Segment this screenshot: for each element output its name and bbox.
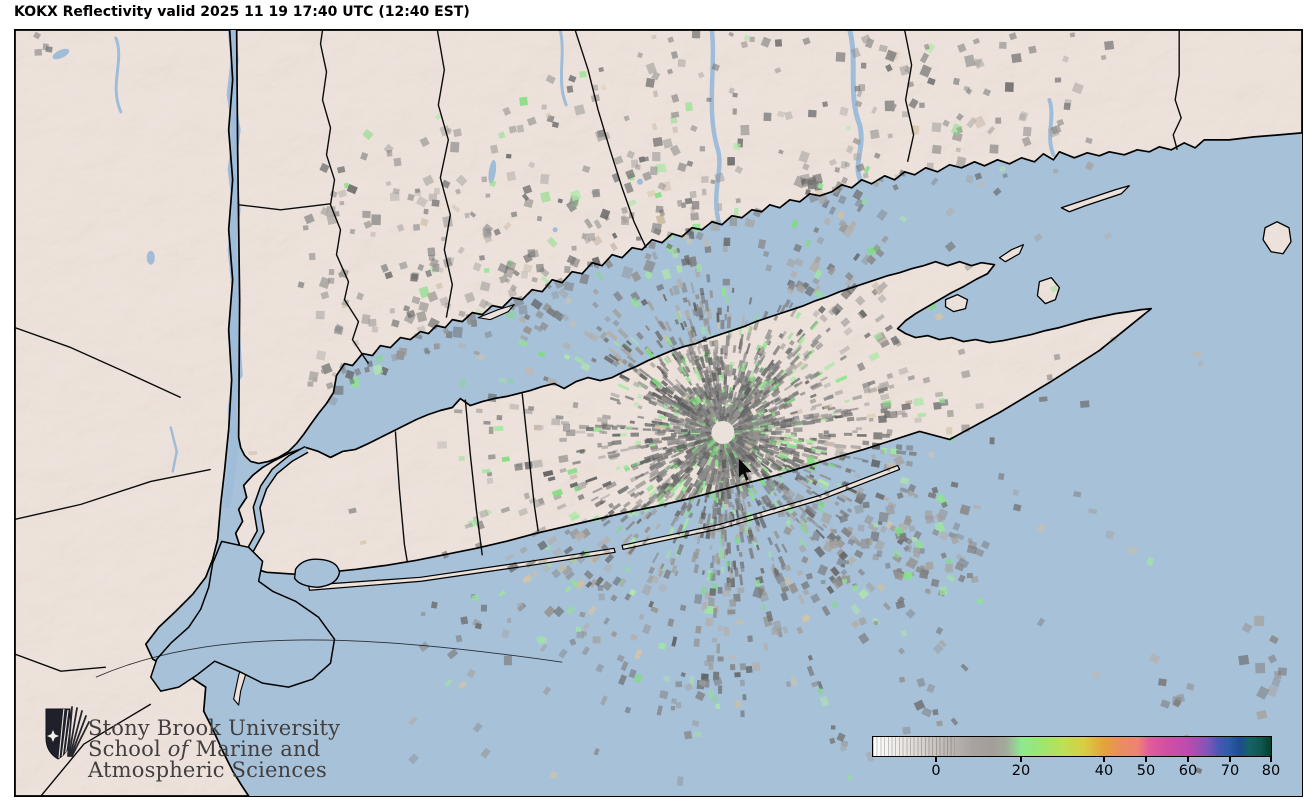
reservoir	[52, 48, 70, 60]
naugatuck-river	[558, 30, 568, 107]
branding-line2: School of Marine and	[88, 736, 321, 761]
east-river	[247, 447, 308, 553]
mouse-cursor-icon	[738, 458, 752, 481]
colorbar-discrete-segments	[873, 737, 955, 756]
colorbar-tick	[1020, 757, 1022, 762]
colorbar-tick-label: 60	[1178, 763, 1198, 779]
colorbar-tick	[935, 757, 937, 762]
branding-line1: Stony Brook University	[88, 716, 341, 740]
ct-ri-border	[1172, 30, 1182, 151]
housatonic-river	[709, 30, 723, 228]
nj-line-2	[15, 468, 211, 521]
westchester-line	[238, 203, 331, 211]
colorbar-gradient	[872, 736, 1272, 757]
wallkill-river	[114, 36, 123, 114]
hudson-wide	[227, 323, 243, 381]
ny-harbor	[150, 540, 336, 692]
reflectivity-colorbar: 0 20 40 50 60 70 80	[872, 736, 1280, 788]
pond-2	[552, 227, 558, 233]
harbor-waterways	[150, 445, 341, 692]
pond-1	[637, 178, 644, 185]
thames-river	[1047, 97, 1056, 157]
lakes	[52, 48, 644, 265]
map-canvas	[15, 30, 1302, 796]
star-icon	[47, 730, 59, 742]
colorbar-tick	[1229, 757, 1231, 762]
colorbar-tick-label: 80	[1261, 763, 1281, 779]
nj-line-1	[15, 326, 182, 399]
nj-line-4	[15, 653, 106, 672]
rays-icon	[67, 706, 90, 757]
nj-line-3	[40, 703, 152, 796]
ny-ct-border	[319, 30, 370, 364]
jamaica-bay	[293, 558, 341, 588]
li-county-line-3	[394, 431, 409, 563]
pond-3	[146, 250, 155, 265]
stonybrook-shield-logo	[45, 706, 90, 760]
li-county-line-1	[464, 399, 483, 556]
ct-county-line-2	[574, 30, 647, 249]
channel-line	[95, 639, 563, 678]
hackensack-river	[169, 426, 179, 473]
li-county-line-2	[521, 393, 539, 532]
colorbar-tick	[1270, 757, 1272, 762]
colorbar-tick-label: 50	[1136, 763, 1156, 779]
colorbar-tick-label: 70	[1220, 763, 1240, 779]
branding-line3: Atmospheric Sciences	[88, 757, 327, 782]
candlewood-lake	[488, 159, 497, 184]
map-title: KOKX Reflectivity valid 2025 11 19 17:40…	[14, 4, 470, 20]
stonybrook-branding: Stony Brook University School of Marine …	[44, 706, 344, 796]
radar-site-dot	[711, 420, 735, 444]
ct-county-line-3	[903, 30, 915, 162]
colorbar-tick	[1103, 757, 1105, 762]
radar-map: 0 20 40 50 60 70 80 Stony Brook	[14, 29, 1303, 797]
colorbar-tick	[1145, 757, 1147, 762]
colorbar-tick	[1187, 757, 1189, 762]
shield-stripes-icon	[58, 709, 70, 759]
ct-county-line-1	[436, 30, 454, 318]
radar-reflectivity-speckles	[33, 30, 1287, 787]
county-boundaries	[15, 30, 1182, 796]
colorbar-tick-label: 20	[1011, 763, 1031, 779]
colorbar-tick-label: 0	[931, 763, 941, 779]
colorbar-tick-label: 40	[1094, 763, 1114, 779]
shield-icon	[45, 708, 71, 760]
